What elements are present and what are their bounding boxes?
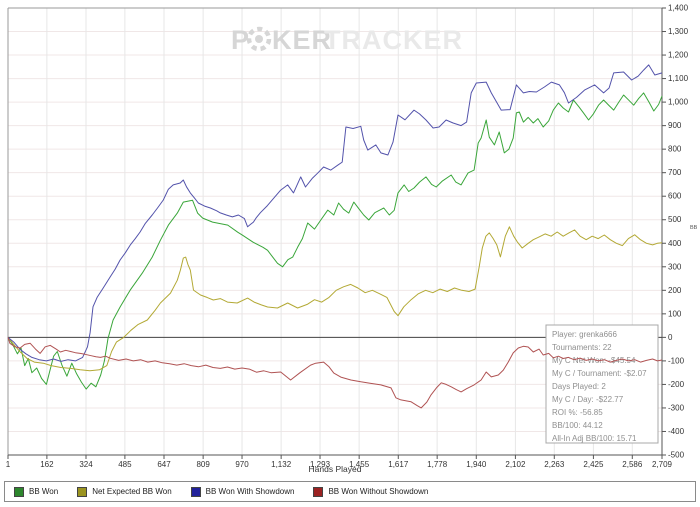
axis-tick-labels: -500 -400 -300 -200 -100 0 100 200 300 400 500 600 7… [6,4,689,470]
legend-label: Net Expected BB Won [92,487,172,496]
x-tick-label: 1,293 [310,460,331,469]
legend-item-bb-won-without-showdown: BB Won Without Showdown [313,486,429,497]
y-tick-label: 900 [668,121,682,130]
x-tick-label: 162 [40,460,54,469]
y-tick-label: 300 [668,262,682,271]
x-tick-label: 1 [6,460,11,469]
stats-tooltip-line: All-In Adj BB/100: 15.71 [552,434,637,443]
x-axis-title: Hands Played [309,464,362,474]
y-tick-label: 1,400 [668,4,689,13]
watermark-tracker: TRACKER [324,25,463,55]
x-tick-label: 970 [235,460,249,469]
x-tick-label: 647 [157,460,171,469]
x-tick-label: 809 [196,460,210,469]
y-tick-label: -300 [668,403,685,412]
pokertracker-watermark: P KER TRACKER [231,25,463,55]
y-tick-label: -200 [668,380,685,389]
results-graph: P KER TRACKER Player: grenka666 Tournamen… [5,3,698,474]
stats-tooltip-line: ROI %: -56.85 [552,408,603,417]
y-tick-label: 1,300 [668,27,689,36]
series-line-bb-won-with-showdown [7,64,663,362]
y-tick-label: -400 [668,427,685,436]
chart-legend: BB Won Net Expected BB Won BB Won With Sho… [4,481,696,502]
poker-chip-icon [246,26,272,52]
x-tick-label: 1,940 [466,460,487,469]
y-tick-label: 700 [668,168,682,177]
y-tick-label: 500 [668,215,682,224]
watermark-poker-ker: KER [272,25,332,55]
y-axis-title: BB [690,225,698,231]
stats-tooltip-line: My C / Day: -$22.77 [552,395,624,404]
legend-item-net-expected-bb-won: Net Expected BB Won [77,486,172,497]
axes [7,7,666,459]
x-tick-label: 324 [79,460,93,469]
y-tick-label: 800 [668,145,682,154]
legend-swatch [77,486,88,497]
x-tick-label: 1,778 [427,460,448,469]
x-tick-label: 2,263 [544,460,565,469]
stats-tooltip-box [545,324,659,444]
y-tick-label: -100 [668,356,685,365]
watermark-poker-p: P [231,25,250,55]
legend-label: BB Won With Showdown [205,487,295,496]
stats-tooltip-line: Days Played: 2 [552,382,606,391]
legend-swatch [14,486,24,497]
stats-tooltip: Player: grenka666 Tournaments: 22 My C Net… [545,324,659,444]
stats-tooltip-line: Player: grenka666 [552,330,617,339]
x-tick-label: 2,709 [652,460,673,469]
series-lines [7,64,663,409]
y-tick-label: 1,100 [668,74,689,83]
x-tick-label: 1,455 [349,460,370,469]
y-tick-label: 400 [668,239,682,248]
x-tick-label: 2,102 [505,460,526,469]
legend-swatch [190,486,201,497]
x-tick-label: 485 [118,460,132,469]
y-tick-label: 600 [668,192,682,201]
y-tick-label: -500 [668,451,685,460]
series-line-net-expected-bb-won [7,226,663,372]
y-tick-label: 0 [668,333,673,342]
stats-tooltip-line: Tournaments: 22 [552,343,612,352]
legend-swatch [313,486,324,497]
stats-tooltip-line: My C Net Won: -$45.54 [552,356,636,365]
x-tick-label: 1,132 [271,460,292,469]
legend-label: BB Won Without Showdown [328,487,429,496]
legend-label: BB Won [29,487,59,496]
x-tick-label: 2,586 [622,460,643,469]
legend-item-bb-won-with-showdown: BB Won With Showdown [190,486,295,497]
y-tick-label: 1,000 [668,98,689,107]
legend-item-bb-won: BB Won [14,486,59,497]
x-tick-label: 1,617 [388,460,409,469]
y-tick-label: 1,200 [668,51,689,60]
stats-tooltip-line: My C / Tournament: -$2.07 [552,369,647,378]
x-tick-label: 2,425 [583,460,604,469]
y-tick-label: 100 [668,309,682,318]
stats-tooltip-line: BB/100: 44.12 [552,421,603,430]
y-tick-label: 200 [668,286,682,295]
series-line-bb-won-without-showdown [7,337,663,409]
series-line-bb-won [7,92,663,390]
